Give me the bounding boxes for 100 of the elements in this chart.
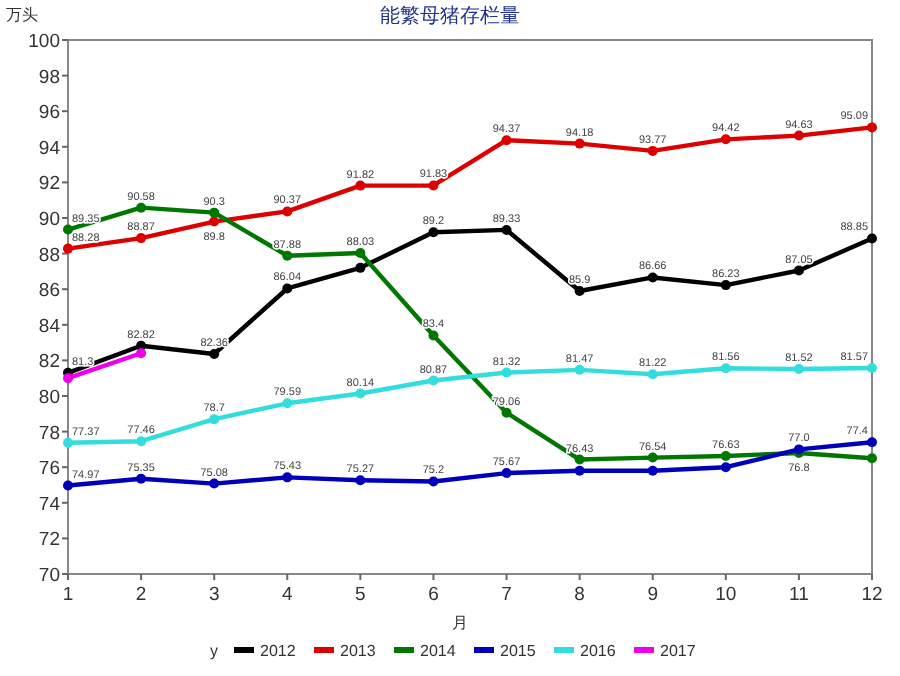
y-tick-label: 82: [38, 351, 60, 374]
point: [355, 262, 366, 273]
point: [501, 367, 512, 378]
point: [867, 453, 877, 464]
y-tick-label: 72: [38, 529, 60, 552]
point: [867, 233, 877, 244]
point: [428, 330, 439, 341]
point: [136, 473, 147, 484]
point: [282, 472, 293, 483]
point: [647, 452, 658, 463]
legend-item: 2015: [474, 642, 536, 660]
x-tick-label: 8: [574, 584, 585, 606]
point: [355, 475, 366, 486]
legend-label: 2013: [340, 642, 377, 660]
point: [647, 465, 658, 476]
point: [720, 450, 731, 461]
x-tick-label: 6: [428, 584, 439, 606]
point: [574, 454, 585, 465]
x-tick-label: 4: [281, 584, 293, 606]
x-tick-label: 10: [715, 584, 737, 606]
y-tick-label: 90: [38, 209, 60, 231]
point: [501, 224, 512, 235]
point: [355, 180, 366, 191]
y-tick-label: 70: [38, 565, 60, 587]
x-tick-label: 5: [355, 584, 366, 606]
point: [574, 138, 585, 149]
point: [647, 369, 658, 380]
x-tick-label: 1: [62, 584, 74, 606]
point: [209, 348, 220, 359]
point: [63, 243, 73, 254]
point: [428, 180, 439, 191]
y-tick-label: 100: [28, 31, 60, 53]
point: [282, 250, 293, 261]
point: [209, 414, 220, 425]
point: [574, 465, 585, 476]
point: [428, 375, 439, 386]
y-tick-label: 76: [38, 458, 60, 481]
point: [355, 388, 366, 399]
y-tick-label: 78: [38, 422, 60, 445]
legend-item: 2012: [234, 642, 296, 660]
y-tick-label: 92: [38, 173, 60, 196]
point: [867, 437, 877, 448]
x-tick-label: 9: [647, 584, 659, 606]
point: [282, 206, 293, 217]
point: [720, 280, 731, 291]
x-tick-label: 3: [208, 584, 220, 606]
y-tick-label: 84: [38, 315, 60, 338]
point: [720, 462, 731, 473]
point: [428, 227, 439, 238]
y-axis-title: 万头: [6, 6, 38, 24]
y-tick-label: 80: [38, 387, 60, 409]
x-tick-label: 7: [501, 584, 512, 606]
point: [867, 122, 877, 133]
point: [63, 224, 73, 235]
point: [501, 135, 512, 146]
point: [793, 265, 804, 276]
point: [136, 233, 147, 244]
legend-item: 2016: [554, 642, 616, 660]
point: [136, 348, 147, 359]
legend-item: 2014: [394, 642, 456, 660]
point: [574, 364, 585, 375]
y-tick-label: 98: [38, 66, 60, 89]
point: [501, 407, 512, 418]
legend-label: 2017: [660, 642, 697, 660]
point: [501, 468, 512, 479]
point: [647, 272, 658, 283]
point: [428, 476, 439, 487]
point: [282, 283, 293, 294]
y-tick-label: 94: [38, 137, 60, 160]
point: [209, 478, 220, 489]
x-tick-label: 12: [861, 584, 883, 606]
point: [63, 437, 73, 448]
legend-title: y: [210, 642, 218, 660]
legend-label: 2016: [580, 642, 617, 660]
point: [793, 363, 804, 374]
point: [209, 207, 220, 218]
point: [355, 248, 366, 259]
y-tick-label: 86: [38, 280, 60, 303]
point: [282, 398, 293, 409]
x-axis-title: 月: [452, 614, 468, 632]
y-tick-label: 96: [38, 102, 60, 125]
point: [793, 130, 804, 141]
point: [209, 216, 220, 227]
y-tick-label: 74: [38, 493, 60, 516]
point: [647, 145, 658, 156]
point: [63, 373, 73, 384]
y-tick-label: 88: [38, 244, 60, 267]
legend-item: 2013: [314, 642, 376, 660]
x-tick-label: 2: [135, 584, 147, 606]
legend-label: 2012: [260, 642, 297, 660]
legend-label: 2014: [420, 642, 457, 660]
point: [63, 480, 73, 491]
point: [867, 363, 877, 374]
point: [574, 285, 585, 296]
point: [136, 436, 147, 447]
title: 能繁母猪存栏量: [380, 6, 520, 28]
legend-item: 2017: [634, 642, 696, 660]
point: [136, 202, 147, 213]
x-tick-label: 11: [789, 584, 809, 606]
legend-label: 2015: [500, 642, 537, 660]
